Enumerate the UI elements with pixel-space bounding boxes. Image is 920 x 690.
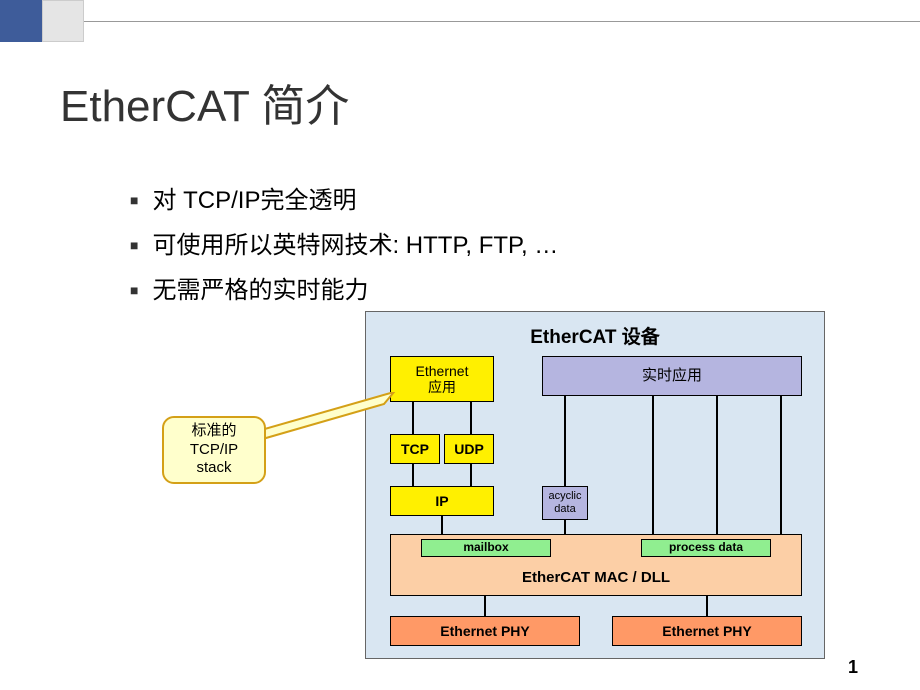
- connector-line: [412, 464, 414, 486]
- box-label: mailbox: [463, 541, 508, 555]
- mailbox-box: mailbox: [421, 539, 551, 557]
- box-label: UDP: [454, 441, 484, 457]
- connector-line: [564, 520, 566, 534]
- ethernet-phy-box: Ethernet PHY: [390, 616, 580, 646]
- box-label: Ethernet PHY: [440, 623, 529, 639]
- box-label: IP: [435, 493, 448, 509]
- header-decoration: [0, 0, 84, 42]
- box-label: 实时应用: [642, 367, 702, 384]
- box-label: Ethernet PHY: [662, 623, 751, 639]
- ethernet-phy-box: Ethernet PHY: [612, 616, 802, 646]
- bullet-item: 对 TCP/IP完全透明: [130, 180, 558, 215]
- bullet-text: 对 TCP/IP完全透明: [152, 180, 356, 215]
- connector-line: [716, 396, 718, 534]
- callout-text: 标准的 TCP/IP stack: [190, 422, 238, 478]
- acyclic-data-box: acyclic data: [542, 486, 588, 520]
- box-label: acyclic data: [548, 490, 581, 515]
- ethercat-device-diagram: EtherCAT 设备 Ethernet 应用 实时应用 TCP UDP IP …: [365, 311, 825, 659]
- bullet-list: 对 TCP/IP完全透明 可使用所以英特网技术: HTTP, FTP, … 无需…: [130, 180, 558, 315]
- connector-line: [470, 464, 472, 486]
- connector-line: [470, 402, 472, 434]
- realtime-app-box: 实时应用: [542, 356, 802, 396]
- mac-dll-box: mailbox process data EtherCAT MAC / DLL: [390, 534, 802, 596]
- diagram-title: EtherCAT 设备: [366, 322, 824, 349]
- slide-title: EtherCAT 简介: [60, 70, 349, 134]
- connector-line: [652, 396, 654, 534]
- ip-box: IP: [390, 486, 494, 516]
- bullet-item: 可使用所以英特网技术: HTTP, FTP, …: [130, 225, 558, 260]
- connector-line: [780, 396, 782, 534]
- connector-line: [706, 596, 708, 616]
- header-line: [84, 21, 920, 22]
- connector-line: [484, 596, 486, 616]
- header-square-gray: [42, 0, 84, 42]
- udp-box: UDP: [444, 434, 494, 464]
- box-label: Ethernet 应用: [416, 363, 469, 395]
- bullet-text: 可使用所以英特网技术: HTTP, FTP, …: [152, 225, 558, 260]
- bullet-item: 无需严格的实时能力: [130, 270, 558, 305]
- process-data-box: process data: [641, 539, 771, 557]
- box-label: process data: [669, 541, 743, 555]
- connector-line: [441, 516, 443, 534]
- tcpip-stack-callout: 标准的 TCP/IP stack: [162, 416, 266, 484]
- bullet-text: 无需严格的实时能力: [152, 270, 368, 305]
- header-square-blue: [0, 0, 42, 42]
- page-number: 1: [848, 657, 858, 678]
- mac-dll-label: EtherCAT MAC / DLL: [391, 569, 801, 586]
- connector-line: [564, 396, 566, 486]
- callout-arrow-icon: [254, 392, 414, 452]
